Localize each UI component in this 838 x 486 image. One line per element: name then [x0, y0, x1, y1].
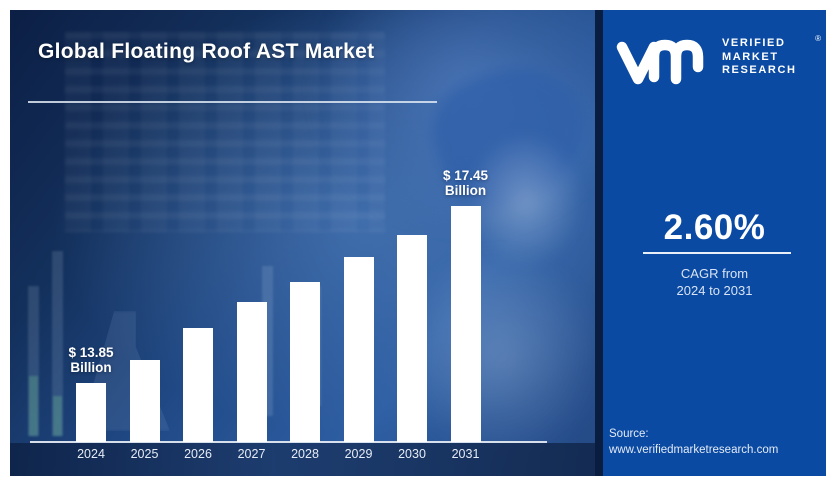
logo-line-research: RESEARCH: [722, 64, 797, 76]
bar-2030: [397, 235, 427, 442]
x-tick-2031: 2031: [451, 447, 480, 461]
bar-2028: [290, 282, 320, 442]
section-divider: [595, 10, 603, 476]
x-axis-line: [30, 441, 547, 443]
bar-2031: [450, 206, 481, 442]
bar-2026: [183, 328, 213, 442]
x-tick-2028: 2028: [291, 447, 319, 461]
infographic-card: Global Floating Roof AST Market 2024 2025…: [10, 10, 826, 476]
source-label: Source:: [609, 428, 649, 440]
x-tick-2027: 2027: [237, 447, 266, 461]
bar-2025: [129, 360, 160, 442]
bar-2029: [343, 257, 374, 442]
cagr-caption: CAGR from 2024 to 2031: [603, 265, 826, 299]
page-title: Global Floating Roof AST Market: [38, 40, 375, 63]
logo-line-market: MARKET: [722, 50, 779, 63]
logo-line-verified: VERIFIED: [722, 37, 786, 49]
cagr-caption-line2: 2024 to 2031: [676, 283, 753, 298]
cagr-value: 2.60%: [663, 208, 766, 247]
logo-wordmark: VERIFIED MARKET RESEARCH: [722, 37, 822, 78]
registered-trademark-icon: ®: [815, 34, 821, 43]
vmr-logo: VERIFIED MARKET RESEARCH ®: [603, 10, 826, 100]
bar-chart: 2024 2025 2026 2027 2028 2029 2030 2031 $ 13.85 B…: [10, 10, 595, 476]
title-underline: [28, 101, 437, 103]
x-tick-2025: 2025: [130, 447, 159, 461]
x-tick-2026: 2026: [184, 447, 212, 461]
cagr-divider-line: [643, 252, 791, 254]
chart-section: Global Floating Roof AST Market 2024 2025…: [10, 10, 595, 476]
vmr-logo-mark: [616, 39, 704, 85]
source-block: Source: www.verifiedmarketresearch.com: [609, 427, 778, 458]
bar-2027: [236, 302, 267, 442]
value-label-2024: $ 13.85 Billion: [68, 345, 114, 375]
x-tick-2030: 2030: [398, 447, 426, 461]
value-label-2031: $ 17.45 Billion: [442, 168, 489, 198]
x-tick-2029: 2029: [344, 447, 373, 461]
axis-bottom-band: [10, 443, 595, 476]
bar-2024: [76, 383, 106, 442]
cagr-caption-line1: CAGR from: [680, 266, 749, 281]
source-url: www.verifiedmarketresearch.com: [609, 443, 779, 456]
stats-panel: VERIFIED MARKET RESEARCH ® 2.60% CAGR fr…: [603, 10, 826, 476]
x-tick-2024: 2024: [77, 447, 105, 461]
